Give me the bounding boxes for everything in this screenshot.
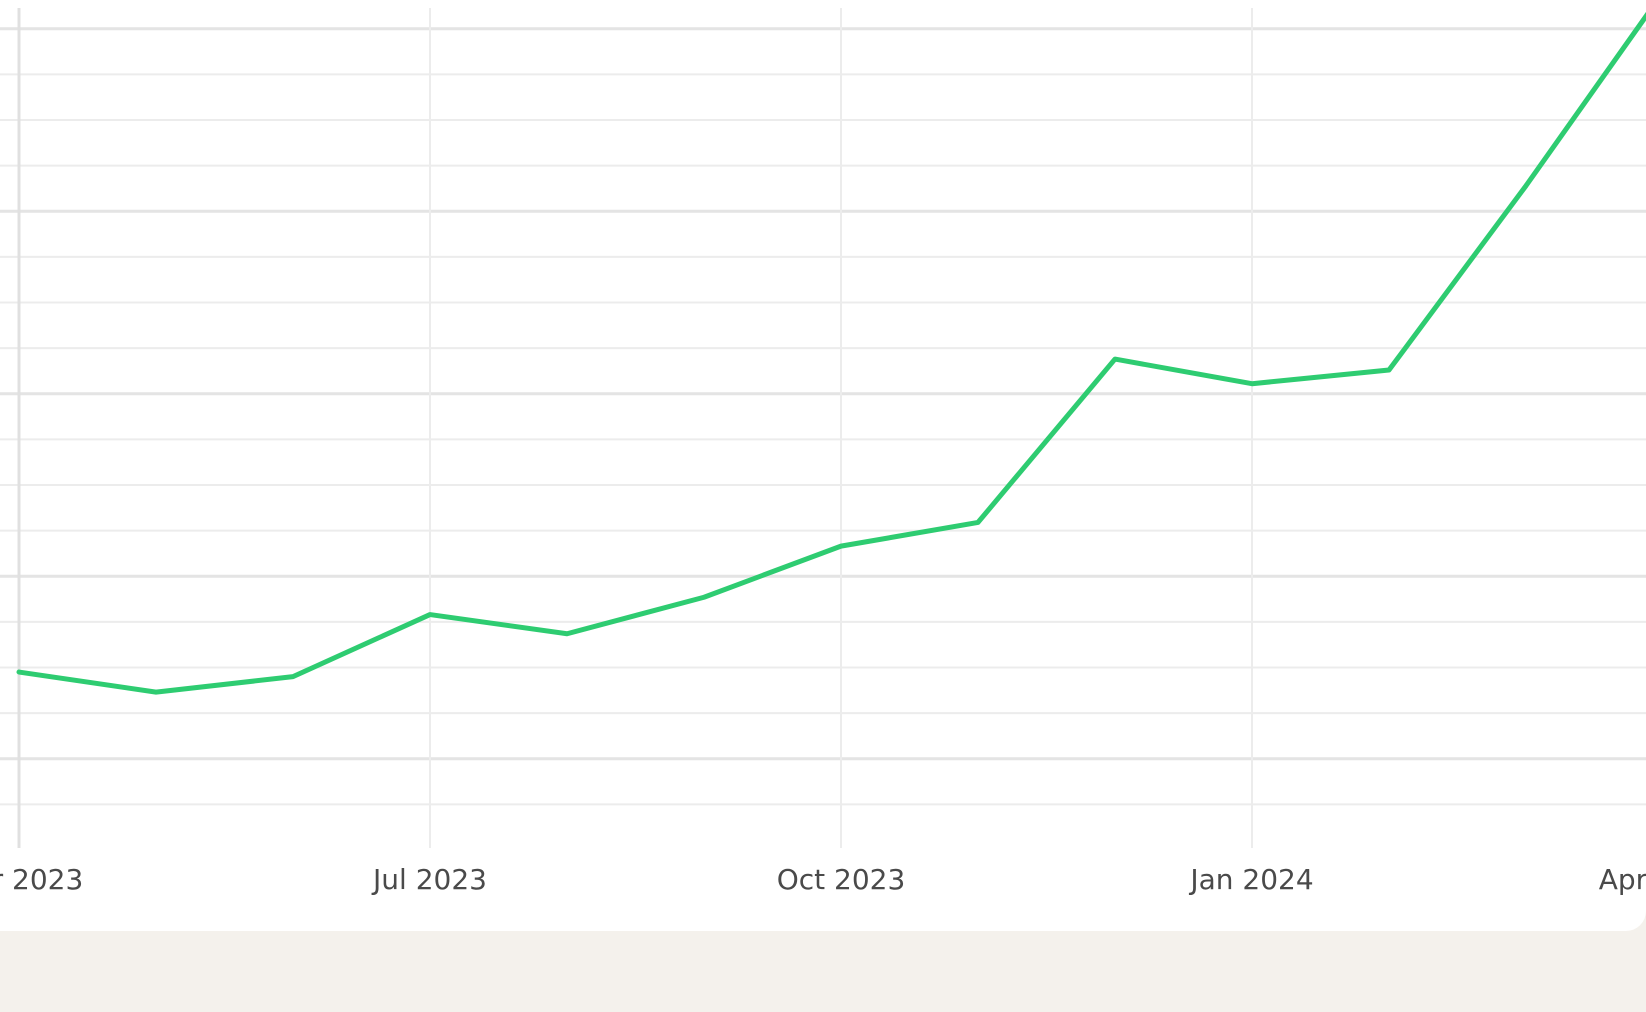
- series-line: [16, 11, 1646, 695]
- x-axis-ticks: Apr 2023 Jul 2023 Oct 2023 Jan 2024 Apr 2024: [0, 863, 1646, 896]
- series-lines: [16, 11, 1646, 695]
- x-tick-label: Apr 2023: [0, 863, 83, 896]
- chart-card: [0, 0, 1646, 931]
- gridlines: [0, 8, 1646, 848]
- x-tick-label: Apr 2024: [1599, 863, 1646, 896]
- x-tick-label: Oct 2023: [777, 863, 906, 896]
- x-tick-label: Jan 2024: [1188, 863, 1313, 896]
- x-tick-label: Jul 2023: [371, 863, 487, 896]
